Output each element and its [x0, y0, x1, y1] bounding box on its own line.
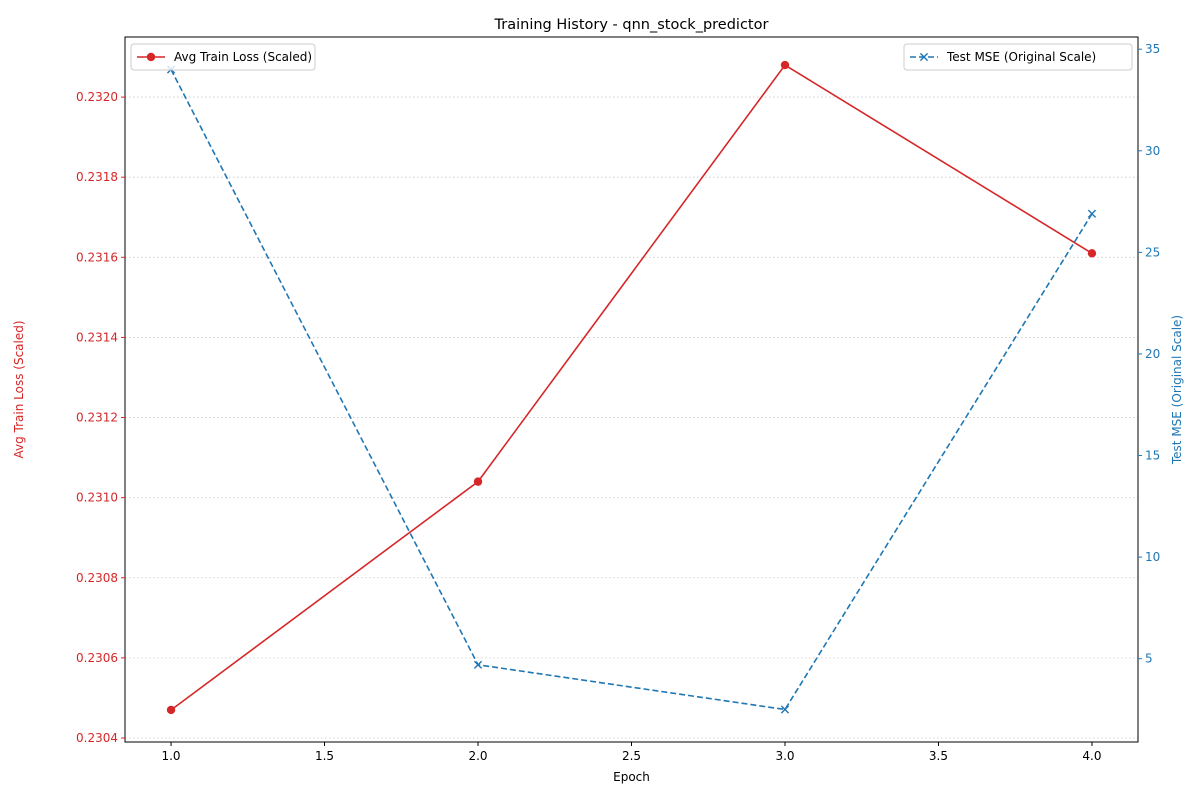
- left-y-tick-label: 0.2306: [76, 651, 118, 665]
- right-y-tick-label: 10: [1145, 550, 1160, 564]
- x-axis-title: Epoch: [613, 770, 650, 784]
- left-y-tick-label: 0.2310: [76, 491, 118, 505]
- data-point-test-mse: [1087, 209, 1097, 218]
- left-y-tick-label: 0.2316: [76, 250, 118, 264]
- series-line-test-mse: [170, 69, 1093, 711]
- data-point-test-mse: [780, 705, 790, 714]
- legend-box: [130, 43, 316, 71]
- x-tick-label: 2.0: [468, 749, 487, 763]
- data-point-train-loss: [780, 60, 790, 70]
- x-axis: 1.0 1.5 2.0 2.5 3.0 3.5 4.0: [161, 742, 1102, 763]
- series-layer: [166, 60, 1097, 715]
- legend-label-test-mse: Test MSE (Original Scale): [946, 50, 1096, 64]
- legend-box: [903, 43, 1133, 71]
- right-y-tick-label: 15: [1145, 449, 1160, 463]
- series-line-train-loss: [170, 63, 1093, 711]
- x-tick-label: 2.5: [622, 749, 641, 763]
- chart-title: Training History - qnn_stock_predictor: [494, 17, 769, 33]
- data-point-train-loss: [473, 477, 483, 486]
- left-y-tick-label: 0.2320: [76, 90, 118, 104]
- right-y-axis-title: Test MSE (Original Scale): [1170, 315, 1184, 465]
- right-y-tick-label: 5: [1145, 652, 1153, 666]
- x-marker-stroke: [780, 705, 790, 714]
- legend-train-loss: Avg Train Loss (Scaled): [130, 43, 316, 71]
- right-y-tick-label: 25: [1145, 245, 1160, 259]
- right-y-tick-label: 20: [1145, 347, 1160, 361]
- right-y-tick-label: 35: [1145, 42, 1160, 56]
- left-y-axis-title: Avg Train Loss (Scaled): [12, 320, 26, 458]
- x-tick-label: 3.5: [929, 749, 948, 763]
- right-y-axis: 5 10 15 20 25 30 35: [1138, 42, 1160, 666]
- plot-frame: [124, 36, 1139, 743]
- left-y-tick-label: 0.2318: [76, 170, 118, 184]
- left-y-axis: 0.2304 0.2306 0.2308 0.2310 0.2312 0.2314 0.23…: [76, 90, 125, 745]
- left-y-tick-label: 0.2314: [76, 330, 118, 344]
- x-marker-stroke: [473, 660, 483, 669]
- x-tick-label: 3.0: [775, 749, 794, 763]
- data-point-test-mse: [473, 660, 483, 669]
- left-y-tick-label: 0.2308: [76, 571, 118, 585]
- x-marker-stroke: [919, 52, 929, 62]
- grid-lines: [125, 96, 1138, 739]
- x-tick-label: 1.5: [315, 749, 334, 763]
- data-point-train-loss: [1087, 249, 1097, 258]
- data-point-train-loss: [166, 705, 176, 715]
- left-y-tick-label: 0.2304: [76, 731, 118, 745]
- legend-swatch-marker: [919, 52, 929, 62]
- right-y-tick-label: 30: [1145, 144, 1160, 158]
- legend-test-mse: Test MSE (Original Scale): [903, 43, 1133, 71]
- legend-swatch-marker: [146, 52, 156, 62]
- x-marker-stroke: [1087, 209, 1097, 218]
- x-tick-label: 4.0: [1082, 749, 1101, 763]
- left-y-tick-label: 0.2312: [76, 411, 118, 425]
- legend-label-train-loss: Avg Train Loss (Scaled): [174, 50, 312, 64]
- x-tick-label: 1.0: [161, 749, 180, 763]
